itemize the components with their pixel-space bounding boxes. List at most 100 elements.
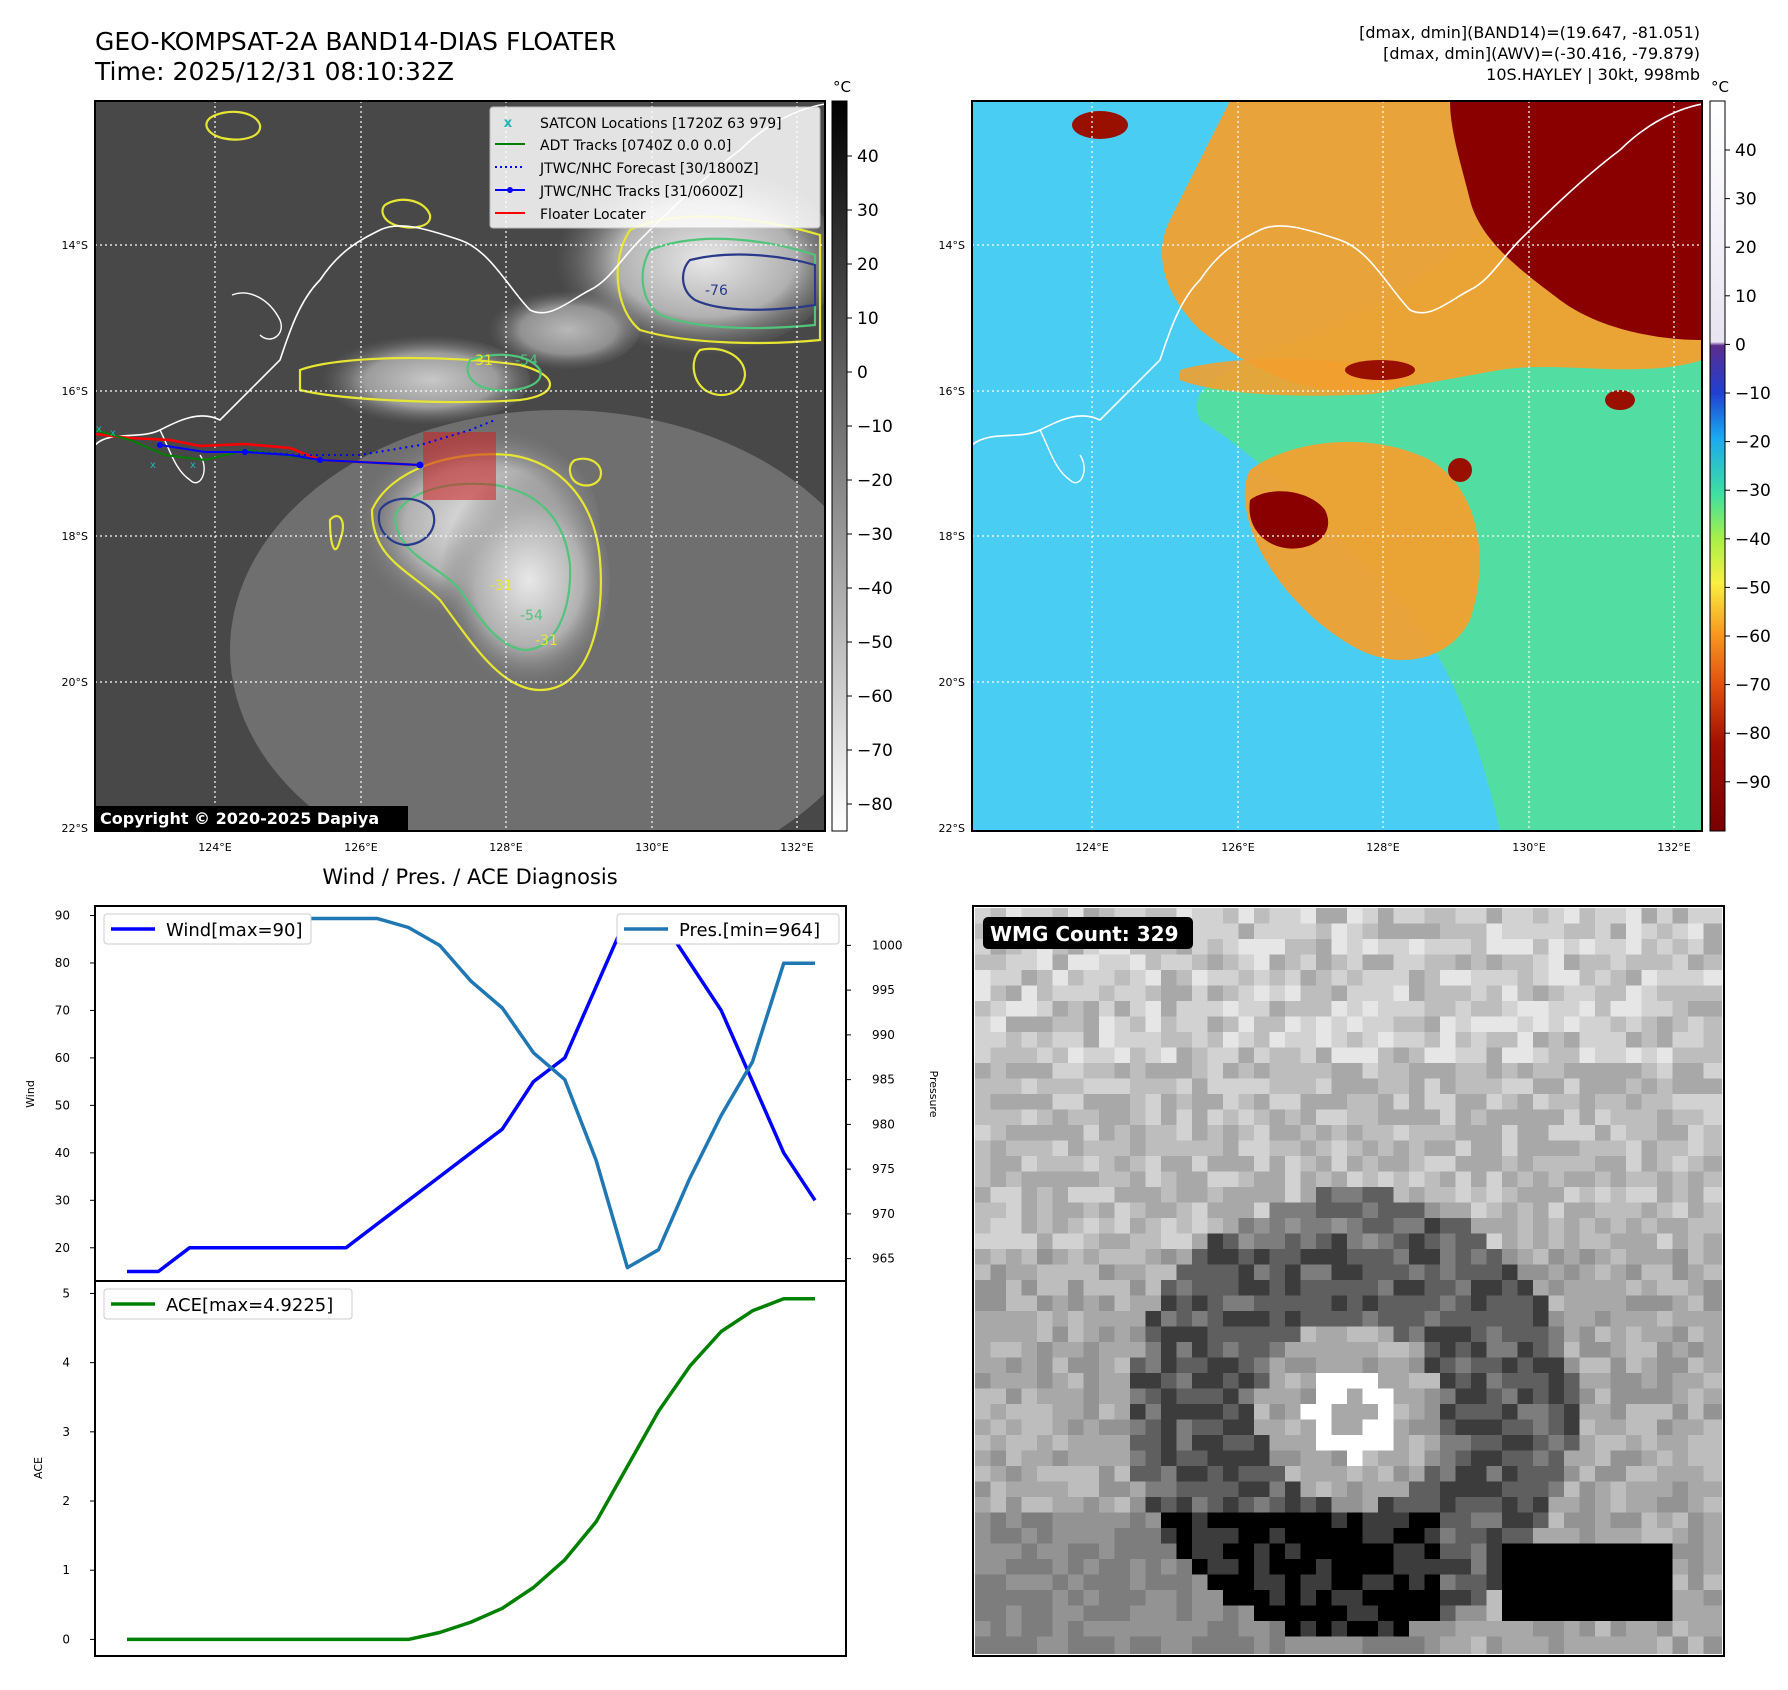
wmg-cell xyxy=(1021,1574,1038,1591)
wmg-cell xyxy=(1672,1388,1689,1405)
wmg-cell xyxy=(1052,1373,1069,1389)
wmg-cell xyxy=(1145,1574,1162,1591)
wmg-cell xyxy=(1238,1357,1255,1374)
wmg-cell xyxy=(1424,1528,1441,1544)
svg-text:14°S: 14°S xyxy=(62,239,88,252)
wmg-cell xyxy=(1440,1435,1456,1451)
wmg-cell xyxy=(1471,985,1487,1002)
wmg-cell xyxy=(1672,1574,1689,1591)
wmg-cell xyxy=(1130,1357,1146,1374)
wmg-cell xyxy=(1409,1590,1425,1606)
wmg-cell xyxy=(1672,1001,1689,1017)
wmg-cell xyxy=(1300,985,1317,1002)
wmg-cell xyxy=(1703,1295,1722,1312)
wmg-cell xyxy=(1502,1574,1518,1591)
wmg-cell xyxy=(1269,1357,1286,1374)
wmg-cell xyxy=(1021,1280,1038,1296)
wmg-cell xyxy=(1579,1342,1596,1358)
wmg-cell xyxy=(1626,1218,1642,1234)
wmg-cell xyxy=(1145,1636,1162,1654)
wmg-cell xyxy=(1378,1001,1394,1017)
wmg-cell xyxy=(1579,1497,1596,1513)
wmg-cell xyxy=(1657,1543,1673,1560)
wmg-cell xyxy=(1316,1388,1332,1405)
wmg-cell xyxy=(1238,1605,1255,1622)
wmg-cell xyxy=(1362,1574,1379,1591)
wmg-cell xyxy=(1486,1233,1503,1250)
wind-axes-frame xyxy=(94,905,847,1282)
wmg-cell xyxy=(1331,923,1348,940)
wmg-cell xyxy=(975,1001,991,1017)
wmg-cell xyxy=(1161,954,1177,971)
wmg-cell xyxy=(1378,1357,1394,1374)
wmg-cell xyxy=(1424,1233,1441,1250)
wmg-cell xyxy=(975,1140,991,1157)
wmg-cell xyxy=(1393,985,1410,1002)
legend-satcon-label: SATCON Locations [1720Z 63 979] xyxy=(540,116,782,132)
wmg-cell xyxy=(1502,1233,1518,1250)
wmg-cell xyxy=(1378,1094,1394,1110)
wmg-cell xyxy=(1610,1559,1627,1575)
wmg-cell xyxy=(1641,1621,1658,1637)
wind-legend-label: Wind[max=90] xyxy=(166,920,303,941)
wmg-cell xyxy=(1641,1109,1658,1126)
wmg-cell xyxy=(1099,970,1115,986)
wmg-cell xyxy=(1595,1001,1611,1017)
wmg-cell xyxy=(1610,1357,1627,1374)
wmg-cell xyxy=(1347,1171,1363,1188)
wmg-cell xyxy=(1641,908,1658,924)
wmg-cell xyxy=(1099,1156,1115,1172)
wmg-cell xyxy=(1192,1295,1208,1312)
wmg-cell xyxy=(1037,1450,1053,1467)
ir-colorbar-tick-label: −70 xyxy=(857,741,893,761)
wmg-cell xyxy=(1176,1140,1193,1157)
wmg-cell xyxy=(1254,1559,1270,1575)
color-colorbar-tick-label: 40 xyxy=(1735,141,1757,161)
wmg-cell xyxy=(1254,908,1270,924)
wmg-cell xyxy=(1455,1156,1472,1172)
wmg-cell xyxy=(1176,1373,1193,1389)
wmg-cell xyxy=(1037,1047,1053,1064)
wmg-cell xyxy=(1254,1171,1270,1188)
wmg-cell xyxy=(1037,1481,1053,1498)
wmg-cell xyxy=(1486,1140,1503,1157)
wmg-cell xyxy=(1300,1543,1317,1560)
wmg-cell xyxy=(1176,1342,1193,1358)
wmg-cell xyxy=(1331,1435,1348,1451)
wmg-cell xyxy=(1300,1094,1317,1110)
wmg-cell xyxy=(1223,1342,1239,1358)
wmg-cell xyxy=(1579,1187,1596,1203)
wmg-cell xyxy=(1688,1497,1704,1513)
wmg-cell xyxy=(975,1574,991,1591)
wmg-cell xyxy=(1672,1590,1689,1606)
wmg-cell xyxy=(1130,1032,1146,1048)
wmg-cell xyxy=(1533,1264,1549,1281)
wmg-cell xyxy=(1099,1109,1115,1126)
wmg-cell xyxy=(1533,1357,1549,1374)
wmg-cell xyxy=(1130,1342,1146,1358)
wmg-cell xyxy=(1192,985,1208,1002)
wmg-cell xyxy=(1533,1481,1549,1498)
wmg-cell xyxy=(1347,1001,1363,1017)
wmg-cell xyxy=(1052,1001,1069,1017)
wmg-cell xyxy=(1068,1264,1084,1281)
wmg-cell xyxy=(1176,1109,1193,1126)
wmg-cell xyxy=(1424,1001,1441,1017)
wmg-cell xyxy=(1595,1543,1611,1560)
wmg-cell xyxy=(1440,1032,1456,1048)
wmg-cell xyxy=(1161,1032,1177,1048)
wmg-cell xyxy=(1099,1311,1115,1327)
wmg-cell xyxy=(1223,1032,1239,1048)
wmg-cell xyxy=(1703,1326,1722,1343)
wmg-cell xyxy=(1114,1156,1131,1172)
wmg-cell xyxy=(1533,1590,1549,1606)
wmg-cell xyxy=(1610,1590,1627,1606)
wmg-cell xyxy=(1331,1419,1348,1436)
wmg-cell xyxy=(1021,1497,1038,1513)
wmg-cell xyxy=(1533,1280,1549,1296)
wmg-cell xyxy=(1316,1590,1332,1606)
wmg-cell xyxy=(1176,1605,1193,1622)
wmg-cell xyxy=(1564,1419,1580,1436)
wmg-cell xyxy=(1238,1094,1255,1110)
wmg-cell xyxy=(1285,1512,1301,1529)
